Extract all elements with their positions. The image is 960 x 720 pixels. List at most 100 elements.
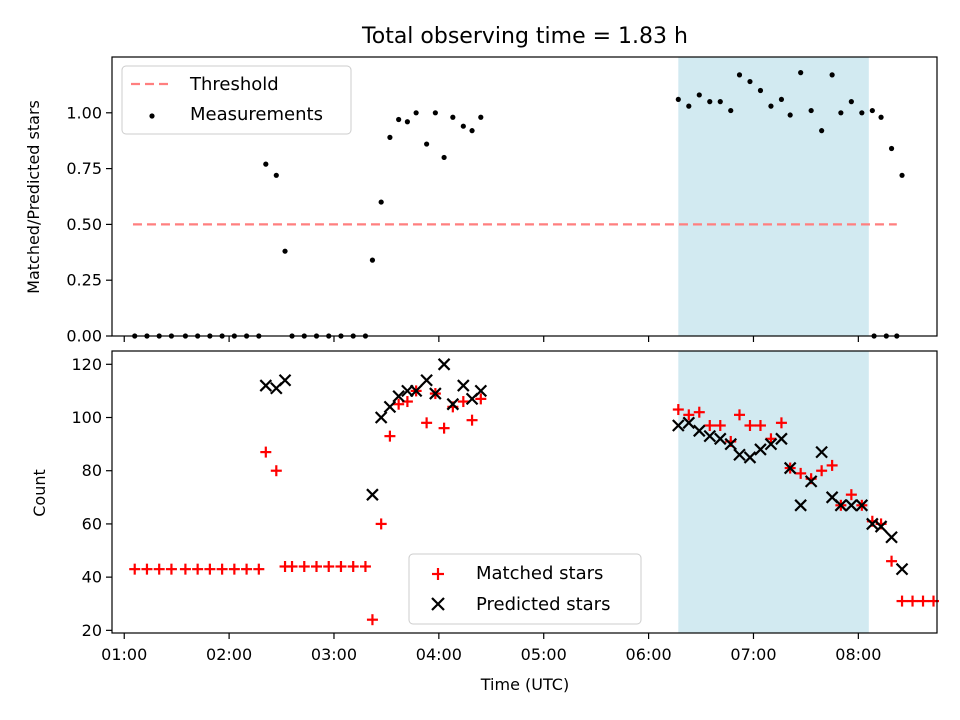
predicted-legend-swatch	[431, 597, 445, 611]
matched-star-point	[775, 417, 787, 429]
y-tick-label: 40	[82, 568, 102, 587]
matched-star-point	[754, 419, 766, 431]
matched-star-point	[421, 417, 433, 429]
y-tick-label: 0.00	[66, 327, 102, 346]
top-y-axis-label: Matched/Predicted stars	[24, 100, 43, 294]
measurement-point	[878, 114, 884, 120]
predicted-star-point	[420, 373, 433, 387]
measurement-point	[263, 161, 269, 167]
matched-star-point	[216, 563, 228, 575]
predicted-star-point	[713, 432, 727, 446]
measurement-point	[778, 96, 785, 103]
measurement-point	[829, 72, 835, 78]
matched-star-point	[896, 595, 908, 607]
x-tick-label: 07:00	[730, 645, 776, 664]
predicted-star-point	[804, 475, 818, 488]
measurement-point	[848, 99, 854, 105]
matched-star-point	[359, 560, 371, 572]
matched-star-point	[907, 595, 919, 607]
matched-star-point	[393, 398, 405, 410]
bottom-panel: 20 40 60 80 100 120 01:00 02:00 03:00 04:00 05:00…	[30, 350, 940, 694]
y-tick-label: 1.00	[66, 103, 102, 122]
predicted-star-point	[775, 432, 788, 446]
matched-star-point	[886, 555, 898, 567]
matched-star-point	[179, 563, 191, 575]
predicted-star-point	[724, 437, 738, 451]
predicted-star-point	[429, 387, 442, 400]
x-tick-label: 04:00	[416, 645, 462, 664]
x-tick-label: 06:00	[626, 645, 672, 664]
y-tick-label: 120	[71, 355, 102, 374]
predicted-star-point	[374, 411, 388, 424]
x-tick-label: 01:00	[101, 645, 147, 664]
y-tick-label: 100	[71, 408, 102, 427]
matched-star-point	[714, 419, 726, 431]
measurement-point	[707, 99, 713, 105]
measurement-point	[747, 78, 753, 85]
measurement-point	[869, 107, 875, 114]
top-legend: Threshold Measurements	[121, 65, 352, 135]
matched-star-point	[744, 419, 756, 431]
measurement-point	[899, 172, 905, 178]
measurement-point	[378, 199, 384, 205]
matched-legend-swatch	[432, 568, 444, 580]
matched-star-point	[347, 560, 359, 572]
matched-legend-label: Matched stars	[476, 563, 603, 584]
matched-star-point	[270, 465, 282, 477]
predicted-star-point	[457, 379, 470, 392]
matched-star-point	[228, 563, 240, 575]
measurement-point	[413, 110, 419, 116]
x-tick-label: 03:00	[311, 645, 357, 664]
measurement-point	[387, 134, 393, 140]
matched-star-point	[298, 560, 310, 572]
x-axis-label: Time (UTC)	[480, 675, 569, 694]
measurement-point	[432, 110, 438, 116]
matched-star-point	[241, 563, 253, 575]
predicted-star-point	[409, 384, 423, 398]
matched-star-point	[765, 433, 777, 445]
matched-star-point	[141, 563, 153, 575]
measurement-point	[675, 96, 681, 103]
predicted-star-point	[834, 499, 848, 512]
predicted-star-point	[895, 562, 909, 576]
bottom-axes-frame	[111, 350, 938, 634]
predicted-star-point	[672, 419, 685, 432]
predicted-star-point	[794, 499, 807, 512]
predicted-star-point	[764, 437, 778, 451]
predicted-star-point	[866, 517, 879, 531]
predicted-star-point	[783, 461, 797, 475]
matched-star-point	[693, 406, 705, 418]
measurement-point	[888, 145, 895, 152]
y-tick-label: 80	[82, 461, 102, 480]
x-tick-label: 05:00	[521, 645, 567, 664]
bottom-x-ticks: 01:00 02:00 03:00 04:00 05:00 06:00 07:00 08:00	[101, 633, 881, 664]
measurement-point	[404, 119, 410, 125]
matched-star-point	[672, 404, 684, 416]
matched-star-point	[683, 409, 695, 421]
matched-star-point	[153, 563, 165, 575]
x-tick-label: 02:00	[206, 645, 252, 664]
predicted-star-point	[446, 397, 460, 411]
measurement-point	[859, 110, 865, 116]
top-shaded-region	[678, 57, 869, 336]
predicted-star-point	[693, 424, 706, 438]
measurement-point	[469, 128, 475, 134]
x-tick-label: 08:00	[835, 645, 881, 664]
predicted-star-point	[392, 389, 405, 403]
matched-star-point	[253, 563, 265, 575]
matched-star-point	[335, 560, 347, 572]
measurement-point	[736, 72, 743, 78]
predicted-star-point	[437, 358, 451, 371]
bottom-legend: Matched stars Predicted stars	[408, 553, 642, 625]
top-x-ticks	[123, 336, 859, 342]
predicted-star-point	[259, 379, 273, 392]
y-tick-label: 60	[82, 514, 102, 533]
top-y-ticks: 0.00 0.25 0.50 0.75 1.00	[66, 103, 112, 346]
predicted-star-point	[815, 445, 828, 459]
measurements-legend-swatch	[149, 113, 155, 119]
measurement-point	[273, 172, 279, 178]
matched-star-point	[129, 563, 141, 575]
matched-star-point	[286, 560, 298, 572]
y-tick-label: 0.75	[66, 159, 102, 178]
